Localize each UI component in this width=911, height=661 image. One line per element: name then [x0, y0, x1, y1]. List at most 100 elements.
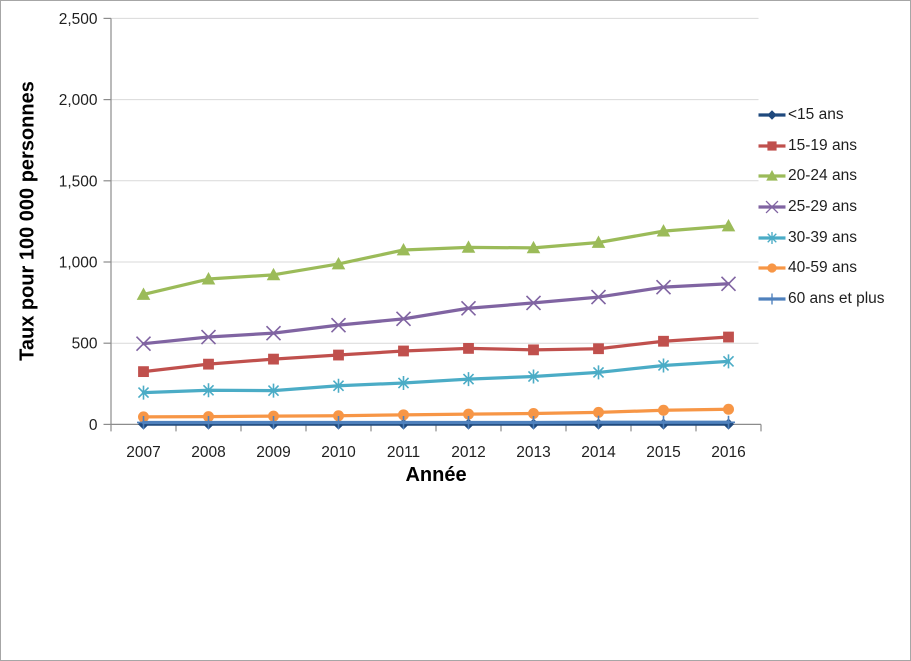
- data-point-60-ans-et-plus-2016: [722, 415, 735, 429]
- data-point-20-24-ans-2015: [656, 224, 671, 237]
- y-tick-label-2500: 2,500: [59, 11, 98, 28]
- series-line-40-59-ans: [141, 407, 731, 419]
- x-tick-label-2007: 2007: [126, 444, 160, 461]
- legend-marker-60-ans-et-plus-icon: [758, 293, 786, 305]
- data-point-40-59-ans-2011: [398, 409, 409, 421]
- data-point-15-19-ans-2015: [658, 335, 669, 347]
- legend-item-30-39-ans: 30-39 ans: [758, 222, 885, 253]
- data-point-25-29-ans-2015: [655, 279, 672, 295]
- legend-glyph-30-39-ans: [767, 231, 777, 244]
- legend-marker-15-19-ans-icon: [758, 141, 786, 151]
- data-point-40-59-ans-2015: [658, 404, 669, 416]
- data-point-15-19-ans-2016: [723, 331, 734, 343]
- legend-glyph-lt15-ans: [767, 110, 777, 121]
- legend-item-40-59-ans: 40-59 ans: [758, 253, 885, 284]
- data-point-40-59-ans-2010: [333, 410, 344, 422]
- data-point-30-39-ans-2007: [137, 385, 150, 400]
- data-point-20-24-ans-2016: [721, 218, 736, 232]
- data-point-15-19-ans-2010: [333, 349, 344, 361]
- data-point-60-ans-et-plus-2014: [592, 415, 605, 429]
- legend-label-30-39-ans: 30-39 ans: [788, 228, 857, 246]
- legend-item-25-29-ans: 25-29 ans: [758, 192, 885, 223]
- y-tick-label-0: 0: [89, 417, 98, 434]
- x-tick-label-2009: 2009: [256, 444, 290, 461]
- legend-glyph-25-29-ans: [765, 200, 779, 214]
- x-tick-label-2014: 2014: [581, 444, 616, 461]
- y-tick-label-1000: 1,000: [59, 255, 98, 272]
- data-point-15-19-ans-2011: [398, 345, 409, 357]
- legend: <15 ans 15-19 ans 20-24 ans 25-29 ans 30-39 …: [758, 100, 885, 314]
- series-line-20-24-ans: [141, 224, 731, 297]
- data-point-60-ans-et-plus-2009: [267, 415, 280, 429]
- legend-glyph-40-59-ans: [767, 263, 777, 273]
- data-point-20-24-ans-2012: [461, 240, 476, 253]
- legend-marker-40-59-ans-icon: [758, 263, 786, 273]
- data-point-30-39-ans-2015: [657, 358, 670, 373]
- data-point-60-ans-et-plus-2012: [462, 415, 475, 429]
- legend-marker-lt15-ans-icon: [758, 110, 786, 121]
- x-tick-label-2013: 2013: [516, 444, 550, 461]
- data-point-25-29-ans-2007: [135, 336, 152, 352]
- data-point-30-39-ans-2010: [332, 378, 345, 393]
- data-point-60-ans-et-plus-2013: [527, 415, 540, 429]
- data-point-20-24-ans-2009: [266, 267, 281, 281]
- data-point-20-24-ans-2010: [331, 256, 346, 270]
- legend-item-20-24-ans: 20-24 ans: [758, 161, 885, 192]
- data-point-15-19-ans-2008: [203, 358, 214, 370]
- legend-label-lt15-ans: <15 ans: [788, 106, 844, 124]
- x-axis-title: Année: [405, 464, 467, 486]
- data-point-30-39-ans-2008: [202, 383, 215, 398]
- legend-glyph-20-24-ans: [766, 170, 778, 182]
- data-point-20-24-ans-2007: [136, 287, 151, 300]
- y-tick-label-2000: 2,000: [59, 92, 98, 109]
- data-point-25-29-ans-2008: [200, 329, 217, 345]
- legend-label-60-ans-et-plus: 60 ans et plus: [788, 289, 885, 307]
- y-axis-title: Taux pour 100 000 personnes: [16, 81, 39, 361]
- x-tick-label-2010: 2010: [321, 444, 356, 461]
- data-point-20-24-ans-2013: [526, 240, 541, 254]
- data-point-60-ans-et-plus-2015: [657, 415, 670, 429]
- data-point-25-29-ans-2013: [525, 295, 542, 311]
- data-point-40-59-ans-2013: [528, 408, 539, 420]
- data-point-30-39-ans-2013: [527, 369, 540, 384]
- x-tick-label-2015: 2015: [646, 444, 680, 461]
- series-line-25-29-ans: [141, 282, 731, 346]
- data-point-30-39-ans-2011: [397, 375, 410, 390]
- data-point-15-19-ans-2014: [593, 343, 604, 355]
- legend-item-15-19-ans: 15-19 ans: [758, 131, 885, 162]
- data-point-20-24-ans-2011: [396, 242, 411, 256]
- data-point-60-ans-et-plus-2010: [332, 415, 345, 429]
- data-point-25-29-ans-2014: [590, 289, 607, 305]
- legend-label-15-19-ans: 15-19 ans: [788, 136, 857, 154]
- data-point-40-59-ans-2016: [723, 403, 734, 415]
- legend-glyph-60-ans-et-plus: [766, 293, 778, 305]
- data-point-15-19-ans-2009: [268, 353, 279, 365]
- data-point-30-39-ans-2009: [267, 383, 280, 398]
- y-tick-label-500: 500: [72, 336, 98, 353]
- legend-label-40-59-ans: 40-59 ans: [788, 259, 857, 277]
- data-point-60-ans-et-plus-2007: [137, 415, 150, 429]
- data-point-60-ans-et-plus-2008: [202, 415, 215, 429]
- legend-marker-30-39-ans-icon: [758, 231, 786, 244]
- legend-marker-20-24-ans-icon: [758, 170, 786, 182]
- data-point-20-24-ans-2014: [591, 235, 606, 248]
- data-point-20-24-ans-2008: [201, 272, 216, 285]
- legend-label-25-29-ans: 25-29 ans: [788, 198, 857, 216]
- legend-glyph-15-19-ans: [767, 141, 777, 151]
- legend-item-60-ans-et-plus: 60 ans et plus: [758, 284, 885, 315]
- x-tick-label-2012: 2012: [451, 444, 485, 461]
- data-point-15-19-ans-2013: [528, 344, 539, 356]
- x-tick-label-2008: 2008: [191, 444, 225, 461]
- data-point-60-ans-et-plus-2011: [397, 415, 410, 429]
- x-tick-label-2016: 2016: [711, 444, 745, 461]
- x-tick-label-2011: 2011: [387, 444, 420, 461]
- data-point-15-19-ans-2012: [463, 342, 474, 354]
- data-point-30-39-ans-2012: [462, 372, 475, 387]
- legend-item-lt15-ans: <15 ans: [758, 100, 885, 131]
- data-point-25-29-ans-2010: [330, 317, 347, 333]
- data-point-30-39-ans-2014: [592, 365, 605, 380]
- series-line-15-19-ans: [141, 335, 731, 374]
- y-tick-label-1500: 1,500: [59, 173, 98, 190]
